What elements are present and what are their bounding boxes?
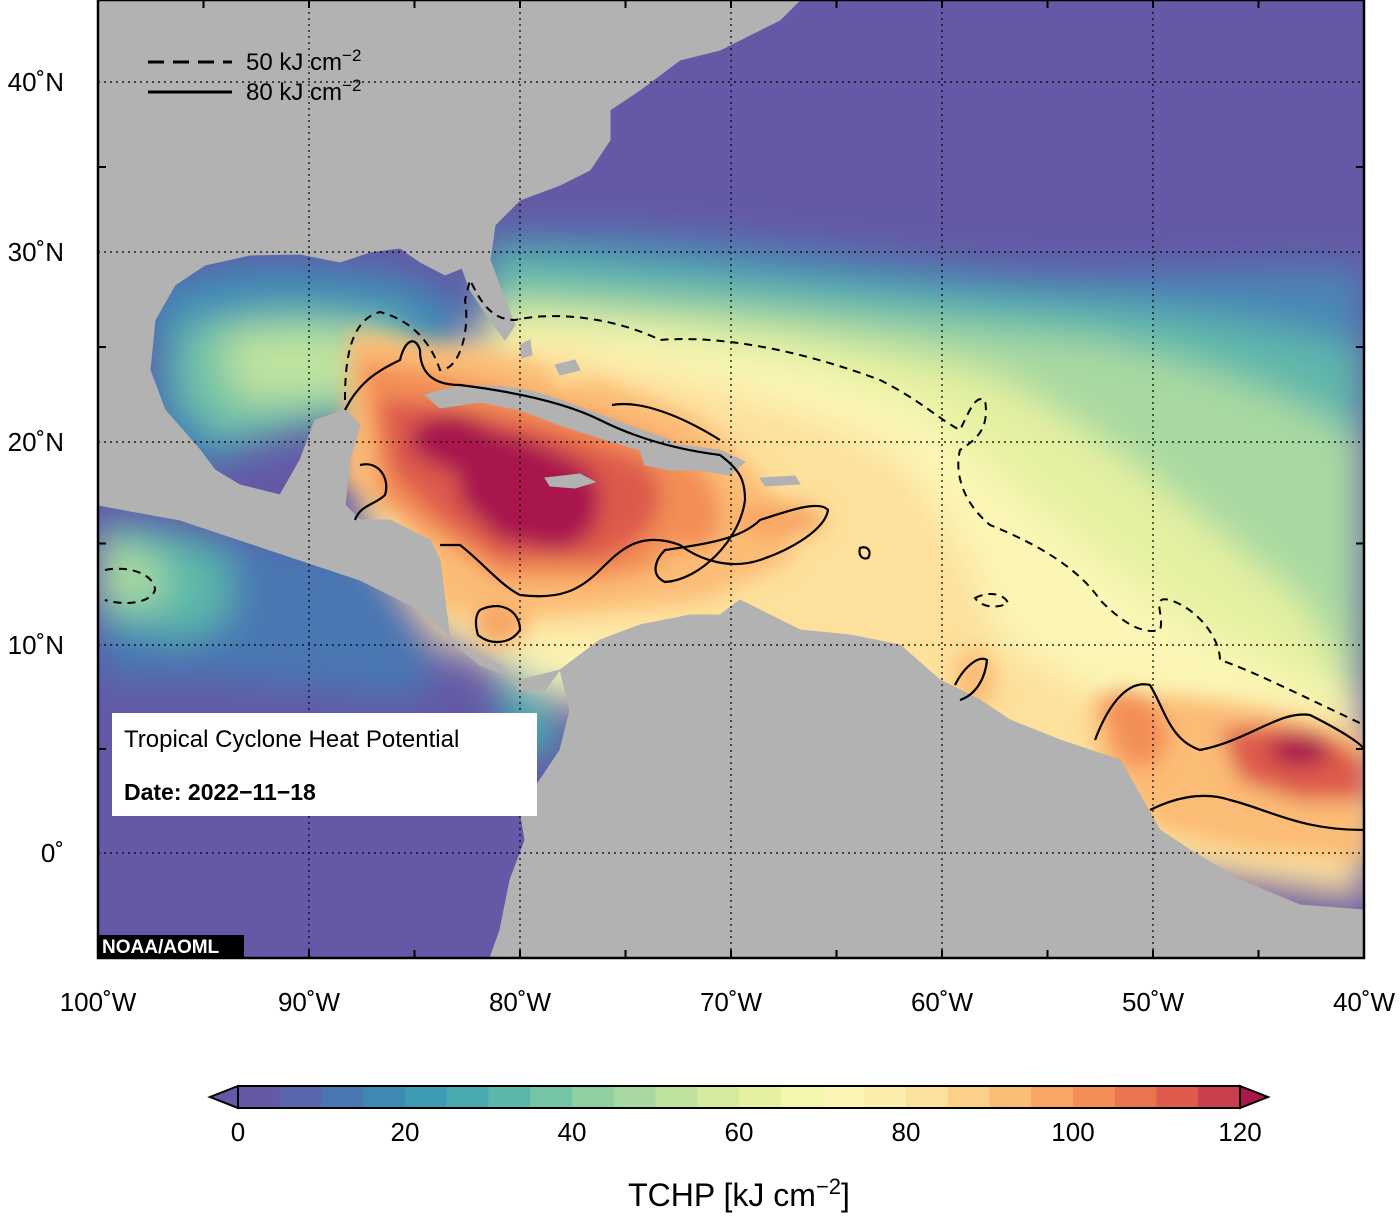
colorbar-bin (1073, 1086, 1116, 1108)
credit-badge: NOAA/AOML (98, 935, 244, 958)
south-america (489, 599, 1364, 958)
contour-legend: 50 kJ cm−2 80 kJ cm−2 (148, 46, 361, 106)
legend-50-label: 50 kJ cm−2 (246, 46, 361, 76)
info-box: Tropical Cyclone Heat Potential Date: 20… (112, 713, 537, 816)
colorbar-bin (321, 1086, 364, 1108)
map-panel (98, 0, 1364, 958)
latitude-tick-label: 0˚ (41, 838, 64, 868)
colorbar-bin (279, 1086, 322, 1108)
colorbar-tick-label: 0 (231, 1117, 245, 1147)
hispaniola (639, 444, 746, 476)
longitude-tick-label: 50˚W (1122, 987, 1185, 1017)
colorbar-bin (906, 1086, 949, 1108)
longitude-tick-label: 80˚W (489, 987, 552, 1017)
frame-ticks (98, 0, 1364, 958)
colorbar-bin (655, 1086, 698, 1108)
colorbar-min-arrow (207, 1084, 239, 1110)
colorbar-max-arrow (1239, 1084, 1271, 1110)
colorbar-tick-label: 20 (391, 1117, 420, 1147)
colorbar-bin (697, 1086, 740, 1108)
colorbar-bin (1156, 1086, 1199, 1108)
colorbar-tick-label: 120 (1218, 1117, 1261, 1147)
longitude-tick-label: 40˚W (1333, 987, 1396, 1017)
colorbar-bin (238, 1086, 281, 1108)
colorbar: 0 20 40 60 80 100 120 TCHP [kJ cm−2] (207, 1084, 1271, 1213)
longitude-tick-label: 90˚W (278, 987, 341, 1017)
colorbar-bin (780, 1086, 823, 1108)
latitude-tick-label: 40˚N (8, 67, 64, 97)
colorbar-bin (405, 1086, 448, 1108)
info-date: Date: 2022−11−18 (124, 779, 316, 805)
longitude-tick-label: 100˚W (60, 987, 137, 1017)
colorbar-segments (238, 1086, 1241, 1108)
colorbar-tick-labels: 0 20 40 60 80 100 120 (231, 1117, 1262, 1147)
colorbar-tick-label: 40 (558, 1117, 587, 1147)
colorbar-bin (446, 1086, 489, 1108)
colorbar-bin (822, 1086, 865, 1108)
longitude-tick-label: 70˚W (700, 987, 763, 1017)
colorbar-tick-label: 80 (892, 1117, 921, 1147)
colorbar-bin (572, 1086, 615, 1108)
colorbar-bin (1031, 1086, 1074, 1108)
contour-80 (344, 340, 1364, 832)
land (98, 0, 1364, 958)
latitude-tick-label: 10˚N (8, 630, 64, 660)
colorbar-bin (363, 1086, 406, 1108)
colorbar-bin (488, 1086, 531, 1108)
colorbar-bin (989, 1086, 1032, 1108)
latitude-labels: 40˚N 30˚N 20˚N 10˚N 0˚ (8, 67, 64, 868)
latitude-tick-label: 30˚N (8, 237, 64, 267)
info-title: Tropical Cyclone Heat Potential (124, 726, 459, 753)
colorbar-bin (864, 1086, 907, 1108)
colorbar-title: TCHP [kJ cm−2] (628, 1174, 850, 1213)
colorbar-bin (613, 1086, 656, 1108)
colorbar-bin (739, 1086, 782, 1108)
cuba (424, 385, 682, 451)
colorbar-bin (530, 1086, 573, 1108)
latitude-tick-label: 20˚N (8, 427, 64, 457)
puerto-rico (759, 475, 801, 487)
colorbar-bin (1114, 1086, 1157, 1108)
legend-80-label: 80 kJ cm−2 (246, 76, 361, 106)
colorbar-frame (237, 1085, 1241, 1109)
contour-50 (104, 277, 1364, 726)
longitude-labels: 100˚W 90˚W 80˚W 70˚W 60˚W 50˚W 40˚W (60, 987, 1396, 1017)
colorbar-tick-label: 100 (1051, 1117, 1094, 1147)
jamaica (544, 473, 597, 489)
longitude-tick-label: 60˚W (911, 987, 974, 1017)
colorbar-tick-label: 60 (725, 1117, 754, 1147)
colorbar-bin (947, 1086, 990, 1108)
credit-text: NOAA/AOML (102, 937, 220, 958)
colorbar-bin (1198, 1086, 1241, 1108)
